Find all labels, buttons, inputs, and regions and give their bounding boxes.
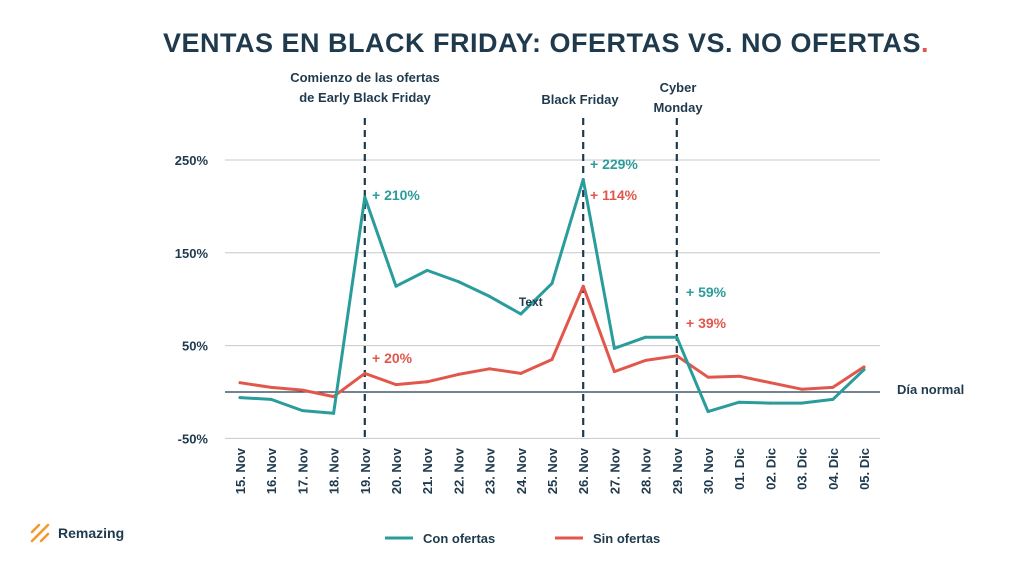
event-label: Cyber bbox=[660, 80, 697, 95]
data-point bbox=[300, 409, 304, 413]
x-tick-label: 24. Nov bbox=[514, 447, 529, 494]
data-point bbox=[519, 371, 523, 375]
x-tick-label: 04. Dic bbox=[826, 448, 841, 490]
annotation-label: + 210% bbox=[372, 187, 420, 203]
event-label: de Early Black Friday bbox=[299, 90, 431, 105]
data-point bbox=[269, 397, 273, 401]
data-point bbox=[269, 385, 273, 389]
y-tick-label: -50% bbox=[178, 431, 209, 446]
legend-label: Con ofertas bbox=[423, 531, 495, 546]
data-point bbox=[581, 284, 585, 288]
brand-name: Remazing bbox=[58, 525, 125, 541]
x-tick-label: 22. Nov bbox=[451, 447, 466, 494]
x-tick-label: 25. Nov bbox=[545, 447, 560, 494]
x-tick-label: 28. Nov bbox=[639, 447, 654, 494]
x-tick-label: 27. Nov bbox=[607, 447, 622, 494]
x-tick-label: 18. Nov bbox=[327, 447, 342, 494]
series-line bbox=[238, 178, 866, 415]
x-tick-label: 05. Dic bbox=[857, 448, 872, 490]
x-tick-label: 17. Nov bbox=[295, 447, 310, 494]
data-point bbox=[456, 280, 460, 284]
data-point bbox=[238, 381, 242, 385]
data-point bbox=[363, 195, 367, 199]
x-tick-label: 23. Nov bbox=[483, 447, 498, 494]
x-tick-label: 02. Dic bbox=[763, 448, 778, 490]
x-tick-label: 20. Nov bbox=[389, 447, 404, 494]
data-point bbox=[456, 372, 460, 376]
data-point bbox=[644, 358, 648, 362]
data-point bbox=[332, 411, 336, 415]
x-tick-label: 21. Nov bbox=[420, 447, 435, 494]
data-point bbox=[363, 371, 367, 375]
data-point bbox=[644, 335, 648, 339]
baseline-label: Día normal bbox=[897, 382, 964, 397]
data-point bbox=[519, 312, 523, 316]
x-tick-label: 01. Dic bbox=[732, 448, 747, 490]
title-dot: . bbox=[921, 28, 930, 58]
data-point bbox=[862, 368, 866, 372]
stray-label: Text bbox=[519, 295, 543, 309]
y-tick-label: 250% bbox=[175, 153, 209, 168]
x-tick-label: 16. Nov bbox=[264, 447, 279, 494]
data-point bbox=[768, 381, 772, 385]
event-label: Comienzo de las ofertas bbox=[290, 70, 440, 85]
event-label: Monday bbox=[653, 100, 703, 115]
data-point bbox=[737, 400, 741, 404]
data-point bbox=[737, 374, 741, 378]
chart-title-text: VENTAS EN BLACK FRIDAY: OFERTAS VS. NO O… bbox=[163, 28, 922, 58]
data-point bbox=[831, 385, 835, 389]
data-point bbox=[612, 370, 616, 374]
y-tick-label: 150% bbox=[175, 246, 209, 261]
data-point bbox=[768, 401, 772, 405]
data-point bbox=[550, 281, 554, 285]
data-point bbox=[612, 346, 616, 350]
data-point bbox=[425, 268, 429, 272]
annotation-label: + 59% bbox=[686, 284, 727, 300]
x-tick-label: 26. Nov bbox=[576, 447, 591, 494]
data-point bbox=[675, 335, 679, 339]
annotation-label: + 20% bbox=[372, 350, 413, 366]
series-line bbox=[238, 284, 866, 399]
x-tick-label: 03. Dic bbox=[795, 448, 810, 490]
data-point bbox=[394, 284, 398, 288]
annotation-label: + 114% bbox=[590, 187, 638, 203]
x-tick-label: 29. Nov bbox=[670, 447, 685, 494]
data-point bbox=[425, 380, 429, 384]
x-tick-label: 19. Nov bbox=[358, 447, 373, 494]
data-point bbox=[800, 401, 804, 405]
brand-logo: Remazing bbox=[30, 523, 124, 543]
data-point bbox=[862, 365, 866, 369]
data-point bbox=[488, 367, 492, 371]
data-point bbox=[488, 294, 492, 298]
x-tick-label: 30. Nov bbox=[701, 447, 716, 494]
data-point bbox=[332, 395, 336, 399]
data-point bbox=[800, 387, 804, 391]
y-tick-label: 50% bbox=[182, 339, 208, 354]
event-label: Black Friday bbox=[541, 92, 619, 107]
legend-label: Sin ofertas bbox=[593, 531, 660, 546]
data-point bbox=[831, 397, 835, 401]
x-tick-label: 15. Nov bbox=[233, 447, 248, 494]
data-point bbox=[675, 354, 679, 358]
annotation-label: + 39% bbox=[686, 315, 727, 331]
data-point bbox=[706, 375, 710, 379]
data-point bbox=[394, 383, 398, 387]
data-point bbox=[706, 409, 710, 413]
data-point bbox=[238, 396, 242, 400]
annotation-label: + 229% bbox=[590, 156, 638, 172]
data-point bbox=[550, 358, 554, 362]
remazing-logo-icon bbox=[30, 523, 50, 543]
chart-title: VENTAS EN BLACK FRIDAY: OFERTAS VS. NO O… bbox=[163, 28, 929, 59]
data-point bbox=[581, 177, 585, 181]
data-point bbox=[300, 388, 304, 392]
